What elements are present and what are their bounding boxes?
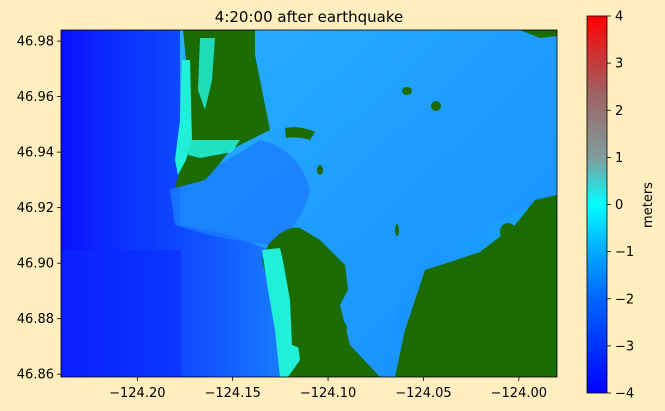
island-4: [500, 223, 516, 241]
y-tick-label: 46.86: [17, 368, 54, 383]
north-spit-sand: [175, 60, 192, 175]
island-2: [431, 101, 441, 111]
ocean-lower-band: [61, 250, 181, 377]
x-tick-label: −124.20: [109, 386, 165, 401]
y-tick-label: 46.94: [17, 146, 54, 161]
colorbar-tick-label: 4: [615, 10, 623, 25]
bay-water: [180, 30, 557, 377]
colorbar-gradient: [587, 16, 607, 393]
colorbar-tick-label: 1: [615, 151, 623, 166]
south-spit-sand: [262, 248, 300, 377]
colorbar-ticks: −4 −3 −2 −1 0 1 2 3 4: [607, 10, 634, 402]
colorbar-tick-label: 3: [615, 57, 623, 72]
channel-water: [170, 140, 310, 245]
colorbar-tick-label: −4: [615, 387, 634, 402]
colorbar-tick-label: −1: [615, 245, 634, 260]
north-spit-inner-sand: [198, 38, 215, 110]
island-6: [333, 321, 347, 335]
northeast-land: [520, 30, 557, 38]
colorbar-tick-label: −3: [615, 339, 634, 354]
y-tick-label: 46.90: [17, 257, 54, 272]
x-tick-label: −124.10: [300, 386, 356, 401]
north-spit-tip-sand: [188, 140, 240, 158]
plot-frame: [60, 29, 558, 378]
island-3: [317, 165, 323, 175]
colorbar-tick-label: −2: [615, 292, 634, 307]
island-5: [395, 224, 399, 236]
y-tick-label: 46.96: [17, 90, 54, 105]
x-tick-label: −124.05: [395, 386, 451, 401]
y-tick-label: 46.98: [17, 35, 54, 50]
colorbar-label: meters: [641, 182, 656, 228]
chart-title: 4:20:00 after earthquake: [215, 8, 403, 26]
colorbar-tick-label: 2: [615, 104, 623, 119]
x-tick-label: −124.15: [204, 386, 260, 401]
island-1: [402, 87, 412, 95]
east-land: [395, 195, 557, 377]
y-tick-label: 46.88: [17, 312, 54, 327]
colorbar-tick-label: 0: [615, 198, 623, 213]
y-axis: 46.86 46.88 46.90 46.92 46.94 46.96 46.98: [17, 35, 61, 383]
x-axis: −124.20 −124.15 −124.10 −124.05 −124.00: [109, 377, 547, 401]
colorbar: −4 −3 −2 −1 0 1 2 3 4 meters: [586, 10, 656, 402]
x-tick-label: −124.00: [491, 386, 547, 401]
heatmap-plot: [61, 30, 557, 377]
y-tick-label: 46.92: [17, 201, 54, 216]
south-spit-inner: [282, 255, 310, 350]
north-spit-tip: [285, 127, 315, 140]
